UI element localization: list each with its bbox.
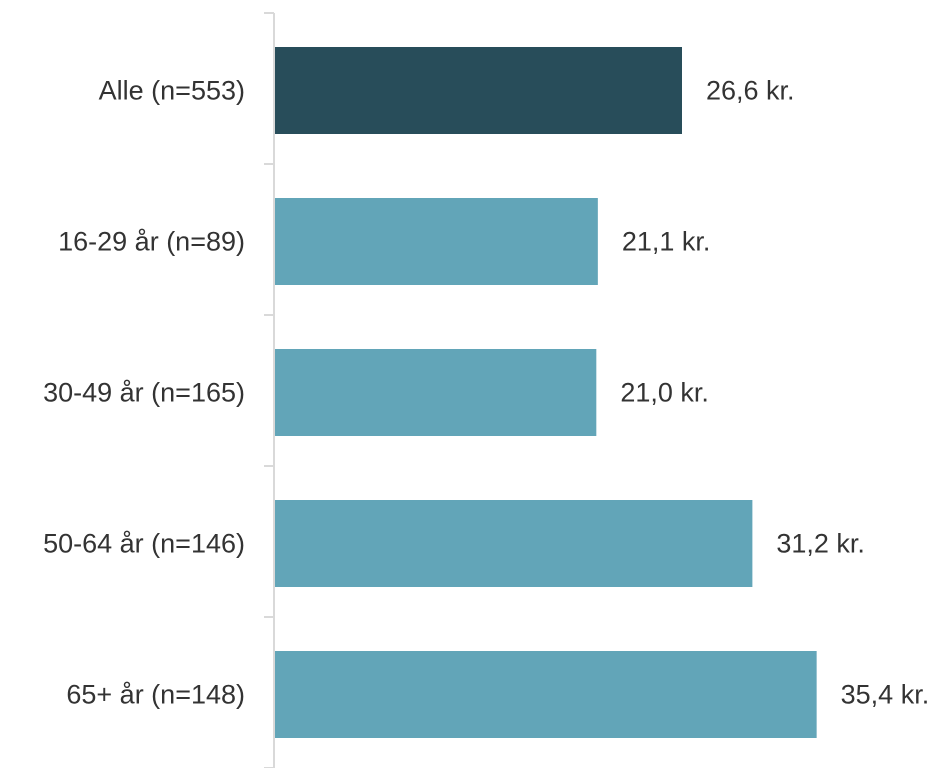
bar-value-label: 31,2 kr. bbox=[776, 529, 865, 559]
bar-value-label: 35,4 kr. bbox=[841, 680, 930, 710]
bar-value-label: 21,1 kr. bbox=[622, 227, 711, 257]
bar bbox=[275, 47, 682, 134]
bar-value-label: 26,6 kr. bbox=[706, 76, 795, 106]
bar bbox=[275, 651, 817, 738]
bars-layer bbox=[275, 47, 817, 738]
category-tick-label: 50-64 år (n=146) bbox=[43, 529, 245, 559]
bar bbox=[275, 349, 597, 436]
category-tick-label: 16-29 år (n=89) bbox=[58, 227, 245, 257]
bar bbox=[275, 500, 753, 587]
category-tick-label: 30-49 år (n=165) bbox=[43, 378, 245, 408]
category-tick-label: 65+ år (n=148) bbox=[66, 680, 245, 710]
bar-value-label: 21,0 kr. bbox=[620, 378, 709, 408]
bar bbox=[275, 198, 598, 285]
axis-layer bbox=[264, 12, 275, 768]
labels-layer: Alle (n=553) 26,6 kr. 16-29 år (n=89) 21,1 … bbox=[43, 76, 929, 710]
category-tick-label: Alle (n=553) bbox=[99, 76, 245, 106]
